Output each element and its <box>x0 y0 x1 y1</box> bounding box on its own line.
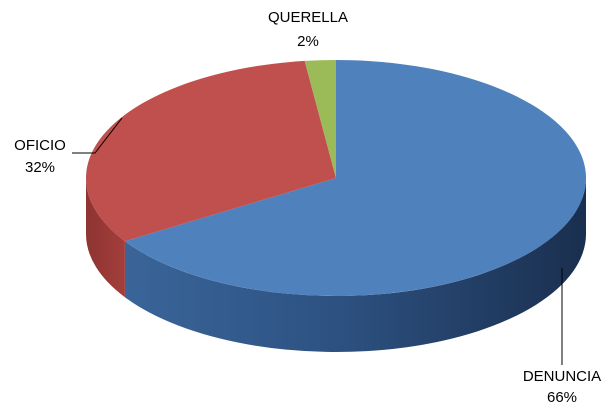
data-label-denuncia-name: DENUNCIA <box>523 368 601 385</box>
data-label-querella-name: QUERELLA <box>268 9 348 26</box>
slice-side-denuncia <box>124 178 587 353</box>
slice-querella <box>304 59 336 178</box>
data-label-oficio-pct: 32% <box>25 159 55 176</box>
leader-line-oficio <box>72 117 123 154</box>
slice-side-oficio <box>86 178 125 298</box>
data-label-oficio-name: OFICIO <box>14 137 66 154</box>
slice-denuncia <box>124 60 586 296</box>
data-label-denuncia-pct: 66% <box>547 389 577 406</box>
data-label-querella-pct: 2% <box>297 33 319 50</box>
slice-oficio <box>85 60 336 242</box>
